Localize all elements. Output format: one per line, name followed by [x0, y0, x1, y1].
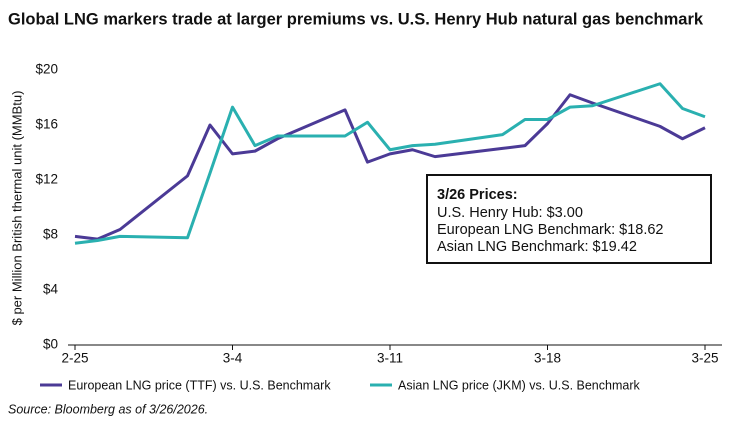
y-tick-label: $8 — [43, 227, 58, 242]
y-tick-label: $0 — [43, 337, 58, 352]
x-tick-label: 2-25 — [61, 351, 88, 366]
x-tick-label: 3-11 — [377, 351, 403, 366]
x-tick-label: 3-4 — [223, 351, 243, 366]
annotation-box — [426, 174, 712, 264]
series-line — [74, 93, 706, 241]
annotation-line: U.S. Henry Hub: $3.00 — [437, 205, 583, 221]
y-tick-label: $12 — [35, 172, 58, 187]
y-axis-label: $ per Million British thermal unit (MMBt… — [9, 91, 24, 326]
annotation-line: European LNG Benchmark: $18.62 — [437, 222, 664, 238]
chart-title: Global LNG markers trade at larger premi… — [8, 10, 704, 28]
series-line — [74, 82, 706, 245]
source: Source: Bloomberg as of 3/26/2026. — [8, 402, 208, 416]
y-tick-label: $20 — [35, 62, 58, 77]
annotation-title: 3/26 Prices: — [437, 187, 518, 203]
x-tick-label: 3-25 — [691, 351, 718, 366]
legend-label: Asian LNG price (JKM) vs. U.S. Benchmark — [398, 378, 640, 392]
y-tick-label: $16 — [35, 117, 58, 132]
x-tick-label: 3-18 — [534, 351, 561, 366]
y-tick-label: $4 — [43, 282, 59, 297]
annotation-line: Asian LNG Benchmark: $19.42 — [437, 239, 637, 255]
legend-label: European LNG price (TTF) vs. U.S. Benchm… — [68, 378, 331, 392]
